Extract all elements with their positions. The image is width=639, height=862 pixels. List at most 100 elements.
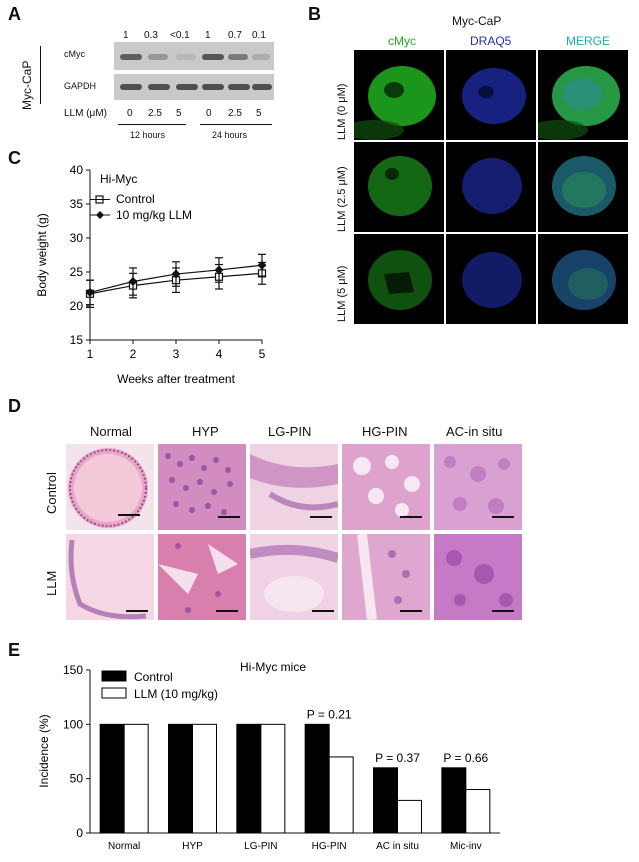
y-tick-label: 50 [70, 772, 84, 786]
chart-e-ylabel: Incidence (%) [37, 714, 51, 787]
legend-label-llm: LLM (10 mg/kg) [134, 687, 218, 701]
x-tick-label: HYP [182, 841, 203, 852]
y-tick-label: 30 [70, 231, 84, 245]
ratio-label: <0.1 [170, 30, 190, 41]
bar-llm [123, 723, 149, 834]
x-tick-label: 4 [216, 347, 223, 361]
histology-image [66, 534, 154, 620]
histo-col-acinsitu: AC-in situ [446, 424, 503, 439]
bar-llm [465, 789, 491, 834]
histology-image [158, 444, 246, 530]
confocal-image-draq5-0 [446, 50, 536, 140]
legend-label-control: Control [116, 192, 155, 206]
dose-label: 0 [206, 108, 212, 119]
y-tick-label: 40 [70, 163, 84, 177]
blot-membrane-gapdh [114, 74, 274, 100]
panel-e-incidence-chart: 0 50 100 150 Normal HYP LG-PIN HG-PIN AC in situ… [37, 660, 500, 852]
confocal-title: Myc-CaP [452, 14, 502, 28]
blot-label-gapdh: GAPDH [64, 81, 97, 91]
bar-control [373, 767, 398, 834]
y-tick-label: 15 [70, 333, 84, 347]
bar-control [168, 723, 193, 834]
chart-c-xlabel: Weeks after treatment [117, 372, 235, 386]
p-value-annotation: P = 0.37 [375, 751, 420, 765]
chart-c-legend: Control 10 mg/kg LLM [90, 192, 192, 222]
y-tick-label: 25 [70, 265, 84, 279]
ratio-label: 0.7 [228, 30, 242, 41]
data-point-llm [214, 265, 224, 275]
ratio-label: 0.1 [252, 30, 266, 41]
blot-membrane-cmyc [114, 42, 274, 70]
blot-label-cmyc: cMyc [64, 49, 85, 59]
histo-col-hyp: HYP [192, 424, 219, 439]
time-group-label: 12 hours [130, 130, 166, 140]
confocal-col-draq5: DRAQ5 [470, 34, 512, 48]
histo-col-lgpin: LG-PIN [268, 424, 312, 439]
chart-c-ylabel: Body weight (g) [35, 213, 49, 296]
y-tick-label: 150 [63, 663, 83, 677]
confocal-image-merge-1 [538, 142, 628, 232]
x-tick-label: 3 [173, 347, 180, 361]
chart-c-title: Hi-Myc [100, 172, 137, 186]
dose-label: 5 [176, 108, 182, 119]
confocal-image-draq5-2 [446, 234, 536, 324]
blot-row-group-label: Myc-CaP [20, 60, 34, 110]
histology-image [342, 534, 430, 620]
confocal-image-cmyc-0 [354, 50, 444, 140]
x-tick-label: 2 [130, 347, 137, 361]
histo-col-normal: Normal [90, 424, 132, 439]
data-point-llm [257, 260, 267, 270]
bar-llm [260, 723, 286, 834]
data-point-llm [85, 287, 95, 297]
legend-label-llm: 10 mg/kg LLM [116, 208, 192, 222]
confocal-row-label: LLM (0 μM) [336, 83, 348, 140]
confocal-image-merge-2 [538, 234, 628, 324]
y-tick-label: 35 [70, 197, 84, 211]
confocal-image-cmyc-2 [354, 234, 444, 324]
legend-label-control: Control [134, 670, 173, 684]
x-tick-label: 5 [259, 347, 266, 361]
confocal-image-merge-0 [538, 50, 628, 140]
confocal-row-label: LLM (2.5 μM) [336, 166, 348, 232]
bar-llm [397, 799, 422, 834]
histology-image [66, 444, 154, 530]
histology-image [158, 534, 246, 620]
llm-dose-axis-label: LLM (μM) [64, 108, 107, 119]
histology-image [250, 444, 338, 530]
bar-control [441, 767, 467, 834]
chart-e-title: Hi-Myc mice [240, 660, 306, 674]
legend-swatch-llm [101, 687, 127, 699]
bar-control [236, 723, 262, 834]
histology-image [250, 534, 338, 620]
confocal-col-merge: MERGE [566, 34, 611, 48]
x-tick-label: HG-PIN [312, 841, 347, 852]
panel-c-body-weight-chart: 15 20 25 30 35 40 1 2 3 4 5 Hi-Myc Weeks after tre… [35, 163, 267, 386]
bar-llm [328, 756, 354, 834]
confocal-col-cmyc: cMyc [388, 34, 416, 48]
x-tick-label: LG-PIN [244, 841, 277, 852]
legend-swatch-control [101, 670, 127, 682]
panel-label-c: C [8, 148, 21, 168]
x-tick-label: Mic-inv [450, 841, 482, 852]
time-group-line [200, 124, 272, 125]
histology-image [434, 444, 522, 530]
dose-label: 2.5 [228, 108, 242, 119]
p-value-annotation: P = 0.21 [307, 707, 352, 721]
blot-bracket [40, 46, 41, 104]
time-group-line [118, 124, 186, 125]
y-tick-label: 0 [76, 826, 83, 840]
dose-label: 2.5 [148, 108, 162, 119]
x-tick-label: Normal [108, 841, 140, 852]
x-tick-label: AC in situ [376, 841, 419, 852]
data-point-llm [171, 269, 181, 279]
histology-image [342, 444, 430, 530]
panel-label-d: D [8, 396, 21, 416]
dose-label: 0 [127, 108, 133, 119]
bar-control [99, 723, 125, 834]
bar-llm [192, 723, 217, 834]
bar-control [304, 723, 330, 834]
panel-label-a: A [8, 4, 21, 24]
x-tick-label: 1 [87, 347, 94, 361]
chart-e-legend: Control LLM (10 mg/kg) [101, 670, 218, 701]
dose-label: 5 [256, 108, 262, 119]
